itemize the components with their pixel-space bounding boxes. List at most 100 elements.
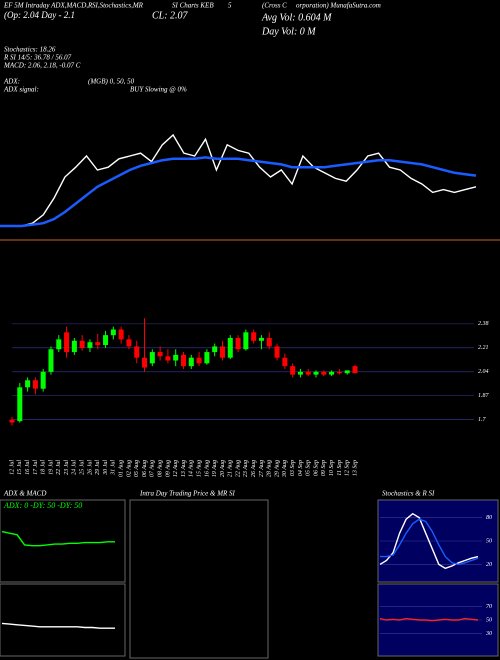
candle-body — [212, 346, 218, 353]
candle-body — [243, 332, 249, 350]
x-tick-label: 30 Aug — [282, 460, 288, 478]
header-text: (Cross C — [262, 2, 287, 10]
panel-title: Stochastics & R SI — [382, 490, 435, 498]
candle-body — [48, 349, 54, 372]
x-tick-label: 22 Jul — [56, 460, 62, 475]
header-text: (Op: 2.04 Day - 2.1 — [4, 10, 75, 20]
candle-body — [282, 357, 288, 367]
x-tick-label: 15 Aug — [196, 460, 202, 477]
candle-body — [173, 354, 179, 361]
x-tick-label: 23 Jul — [64, 460, 70, 475]
candle-body — [103, 335, 109, 346]
x-tick-label: 19 Aug — [212, 460, 218, 477]
candle-body — [204, 352, 210, 364]
x-tick-label: 12 Jul — [9, 460, 15, 475]
candle-body — [110, 329, 116, 336]
x-tick-label: 03 Sep — [290, 460, 296, 476]
stat-text: MACD: 2.06, 2.18, -0.07 C — [3, 62, 81, 70]
candle-body — [274, 346, 280, 358]
x-tick-label: 02 Aug — [126, 460, 132, 477]
stat-text: (MGB) 0, 50, 50 — [88, 78, 135, 86]
candle-body — [157, 352, 163, 357]
x-tick-label: 04 Sep — [297, 460, 304, 476]
y-tick-label: 50 — [486, 617, 492, 623]
x-tick-label: 09 Aug — [165, 460, 171, 477]
candle-body — [56, 339, 62, 350]
x-tick-label: 30 Jul — [103, 460, 109, 476]
x-tick-label: 18 Jul — [41, 460, 47, 475]
candle-body — [352, 366, 358, 374]
candle-body — [71, 340, 77, 353]
x-tick-label: 12 Sep — [345, 460, 351, 476]
x-tick-label: 12 Aug — [173, 460, 179, 477]
candle-body — [235, 337, 241, 350]
candle-body — [251, 332, 257, 341]
x-tick-label: 17 Jul — [33, 460, 39, 475]
x-tick-label: 26 Aug — [251, 460, 257, 477]
x-tick-label: 31 Jul — [111, 460, 117, 476]
candle-body — [181, 354, 186, 367]
candle-body — [134, 346, 140, 358]
line — [0, 156, 477, 228]
candle-body — [118, 329, 124, 340]
candle-body — [126, 339, 132, 347]
candle-body — [321, 371, 327, 375]
candle-body — [329, 371, 335, 375]
header-text: Avg Vol: 0.604 M — [261, 12, 332, 23]
x-tick-label: 27 Aug — [259, 460, 265, 477]
intraday-panel — [129, 499, 269, 659]
stat-text: ADX signal: — [3, 86, 39, 94]
x-tick-label: 14 Aug — [188, 460, 195, 477]
x-tick-label: 09 Sep — [321, 460, 327, 476]
line — [379, 512, 479, 570]
x-tick-label: 08 Aug — [157, 460, 163, 477]
candle-body — [25, 380, 31, 388]
x-tick-label: 16 Aug — [204, 460, 210, 477]
header-text: EF 5M Intraday ADX,MACD,R — [3, 2, 93, 10]
panel-title: ADX & MACD — [3, 490, 46, 498]
candle-body — [258, 337, 264, 341]
line — [1, 530, 115, 547]
x-tick-label: 10 Sep — [329, 460, 335, 476]
x-tick-label: 05 Aug — [134, 460, 140, 477]
candle-body — [142, 357, 148, 368]
candle-body — [313, 371, 319, 375]
line — [0, 133, 477, 227]
line — [1, 622, 115, 629]
header-text: orporation) MunafaSutra.com — [296, 2, 381, 10]
line — [380, 518, 479, 566]
x-tick-label: 01 Aug — [119, 460, 125, 477]
candle-body — [9, 419, 15, 423]
candle-body — [188, 357, 194, 367]
candle-body — [64, 332, 70, 353]
x-tick-label: 23 Aug — [243, 460, 249, 477]
x-tick-label: 29 Aug — [274, 460, 280, 477]
y-tick-label: 1.7 — [478, 417, 487, 423]
adx-panel — [0, 499, 126, 583]
y-tick-label: 2.21 — [478, 345, 489, 351]
candle-body — [344, 370, 350, 374]
x-tick-label: 20 Aug — [220, 460, 226, 477]
stat-text: BUY Slowing @ 0% — [130, 86, 187, 94]
candle-body — [149, 352, 155, 364]
y-tick-label: 20 — [486, 562, 492, 568]
x-tick-label: 07 Aug — [150, 460, 156, 477]
y-tick-label: 70 — [486, 604, 492, 610]
x-tick-label: 28 Aug — [267, 460, 273, 477]
y-tick-label: 80 — [486, 515, 492, 521]
candle-body — [95, 342, 101, 346]
panel-title: Intra Day Trading Price & MR SI — [139, 490, 236, 498]
y-tick-label: 2.38 — [478, 321, 489, 327]
stat-text: Stochastics: 18.26 — [4, 46, 56, 54]
x-tick-label: 19 Jul — [48, 460, 54, 475]
x-tick-label: 29 Jul — [95, 460, 101, 475]
candle-body — [79, 340, 85, 348]
candle-body — [165, 356, 171, 361]
y-tick-label: 30 — [485, 631, 492, 637]
x-tick-label: 25 Jul — [80, 460, 86, 475]
y-tick-label: 50 — [486, 538, 492, 544]
candle-body — [266, 337, 272, 347]
candle-body — [87, 342, 93, 348]
panel-subtitle: ADX: 0 -DY: 50 -DY: 50 — [3, 501, 82, 510]
